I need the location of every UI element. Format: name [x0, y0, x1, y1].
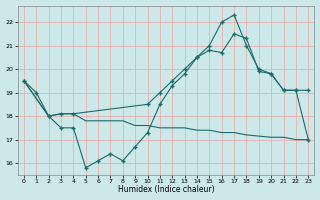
X-axis label: Humidex (Indice chaleur): Humidex (Indice chaleur) [118, 185, 214, 194]
